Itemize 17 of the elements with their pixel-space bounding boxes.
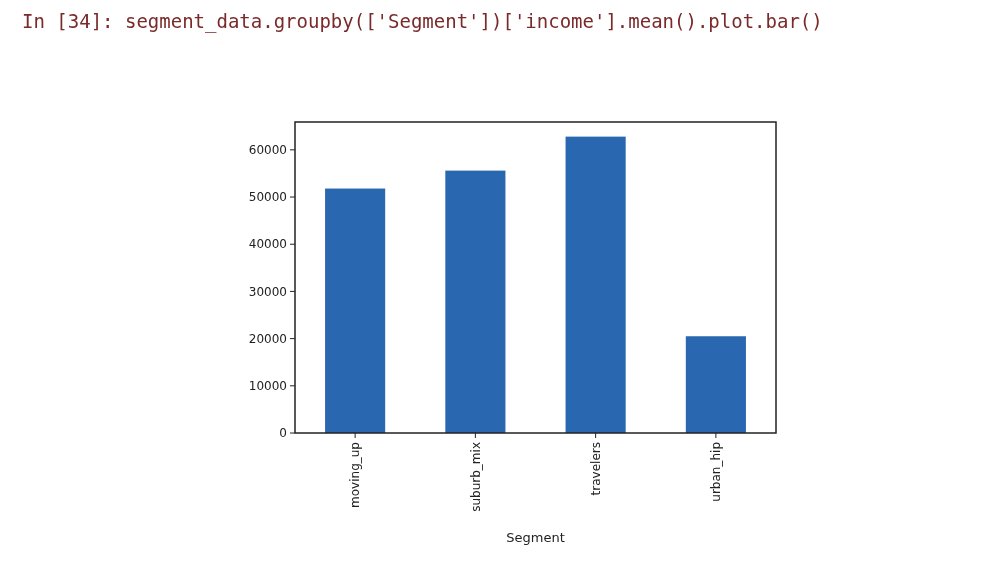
x-tick-label: travelers: [588, 442, 603, 496]
bar: [325, 188, 386, 433]
x-tick-label: urban_hip: [709, 442, 724, 502]
y-tick-label: 10000: [248, 379, 287, 394]
x-tick-label: moving_up: [348, 442, 363, 508]
y-tick-label: 30000: [248, 284, 287, 299]
bar: [565, 136, 626, 433]
y-tick-label: 50000: [248, 190, 287, 205]
bar: [445, 170, 506, 433]
bar: [685, 336, 746, 433]
y-tick-label: 0: [279, 426, 287, 441]
x-tick-label: suburb_mix: [468, 442, 483, 512]
y-tick-label: 40000: [248, 237, 287, 252]
x-axis-title: Segment: [506, 530, 565, 545]
y-tick-label: 60000: [248, 143, 287, 158]
y-tick-label: 20000: [248, 331, 287, 346]
text: In [34]: segment_data.groupby(['Segment'])['income'].mean().plot.bar(): [22, 10, 823, 33]
